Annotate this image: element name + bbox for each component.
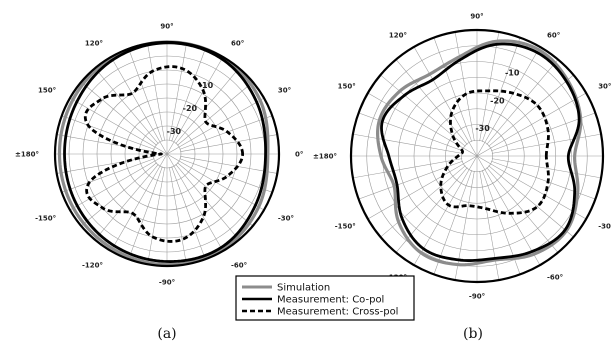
caption-a: (a) — [157, 326, 176, 342]
angle-tick-label: 60° — [547, 31, 560, 39]
grid-spoke — [148, 167, 165, 264]
angle-tick-label: -30° — [278, 215, 294, 223]
grid-spoke — [180, 116, 273, 150]
legend-label-simulation: Simulation — [277, 283, 330, 294]
radial-tick-label: -30 — [475, 124, 490, 133]
angle-tick-label: 120° — [389, 31, 407, 39]
angle-tick-label: -90° — [469, 293, 485, 301]
legend-label-co-pol: Measurement: Co-pol — [277, 295, 384, 306]
polar-plot-b: 90°60°30°0°-30°-60°-90°-120°-150°±180°15… — [313, 13, 611, 301]
grid-spoke — [62, 116, 155, 150]
angle-tick-label: -150° — [335, 223, 356, 231]
angle-tick-label: -30° — [598, 223, 611, 231]
angle-tick-label: 120° — [85, 40, 103, 48]
grid-spoke — [359, 113, 463, 151]
grid-spoke — [489, 166, 574, 237]
radial-tick-label: -10 — [199, 81, 214, 90]
angle-tick-label: 30° — [598, 83, 611, 91]
grid-spoke — [180, 159, 273, 193]
series-b-measurement-co-pol — [382, 44, 580, 261]
series-a-measurement-co-pol — [65, 43, 266, 262]
radial-tick-label: -30 — [167, 127, 182, 136]
grid-spoke — [169, 167, 186, 264]
angle-tick-label: ±180° — [313, 153, 337, 161]
series-b-measurement-cross-pol — [441, 91, 549, 213]
angle-tick-label: -60° — [231, 261, 247, 269]
grid-spoke — [129, 49, 163, 142]
grid-spoke — [148, 44, 165, 141]
grid-spoke — [180, 135, 277, 152]
grid-spoke — [180, 156, 277, 173]
angle-tick-label: -90° — [159, 279, 175, 287]
angle-tick-label: 150° — [338, 83, 356, 91]
angle-tick-label: 150° — [38, 87, 56, 95]
radial-tick-label: -20 — [490, 96, 505, 105]
angle-tick-label: 30° — [278, 87, 291, 95]
angle-tick-label: -150° — [35, 215, 56, 223]
angle-tick-label: -120° — [82, 261, 103, 269]
angle-tick-label: 60° — [231, 40, 244, 48]
grid-spoke — [172, 167, 206, 260]
grid-spoke — [62, 159, 155, 193]
angle-tick-label: 90° — [160, 23, 173, 31]
angle-tick-label: 90° — [470, 13, 483, 21]
grid-spoke — [177, 82, 253, 145]
polar-plot-a: 90° 60° 30° 0° -30° -60° -90° -120° -150° ±180° 15… — [15, 23, 303, 287]
legend: Simulation Measurement: Co-pol Measureme… — [236, 276, 414, 320]
angle-tick-label: 0° — [295, 151, 303, 159]
grid-spoke — [380, 166, 465, 237]
grid-spoke — [491, 161, 595, 199]
series-a-simulation — [59, 42, 267, 265]
grid-spoke — [492, 159, 601, 178]
angle-tick-label: -60° — [547, 274, 563, 282]
angle-tick-label: ±180° — [15, 151, 39, 159]
grid-spoke — [81, 163, 157, 226]
grid-spoke — [95, 68, 158, 144]
grid-spoke — [455, 32, 474, 141]
grid-spoke — [81, 82, 157, 145]
grid-spoke — [489, 75, 574, 146]
grid-spoke — [95, 164, 158, 240]
grid-spoke — [353, 134, 462, 153]
caption-b: (b) — [463, 326, 483, 342]
grid-spoke — [177, 163, 253, 226]
radial-tick-label: -10 — [505, 69, 520, 78]
legend-label-cross-pol: Measurement: Cross-pol — [277, 307, 398, 318]
radial-tick-label: -20 — [183, 104, 198, 113]
